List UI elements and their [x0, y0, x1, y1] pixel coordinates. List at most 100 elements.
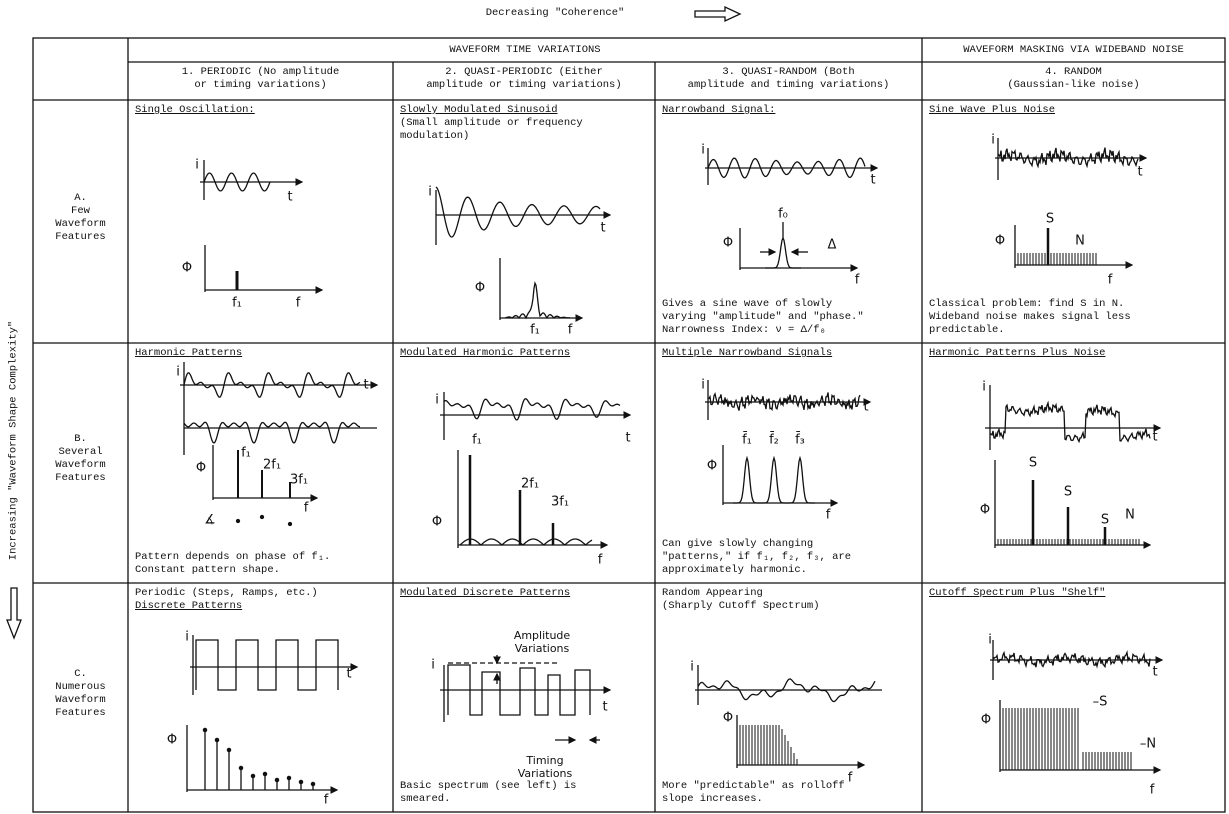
figure-label: S	[1028, 455, 1038, 471]
figure-label: t	[870, 172, 876, 188]
cell-title: Cutoff Spectrum Plus "Shelf"	[929, 587, 1106, 599]
figure-label: Φ	[181, 260, 193, 276]
cell-note-line: Wideband noise makes signal less	[929, 311, 1131, 323]
figure-label: Φ	[980, 712, 992, 728]
sketch	[435, 186, 601, 238]
row-label-line: Few	[71, 204, 90, 217]
figure-label: f	[323, 792, 329, 808]
sketch	[298, 779, 304, 785]
row-label: C. Numerous Waveform Features	[33, 668, 128, 720]
sketch	[259, 514, 265, 520]
cell-title: Single Oscillation:	[135, 104, 255, 116]
sketch	[250, 773, 256, 779]
sketch	[989, 400, 1151, 444]
row-label-line: Several	[58, 446, 103, 458]
column-header: 3. QUASI-RANDOM (Both amplitude and timin…	[655, 66, 922, 92]
figure-label: t	[625, 430, 631, 446]
figure-label: i	[701, 377, 705, 393]
figure-label: f	[825, 507, 831, 523]
sketch	[697, 678, 876, 703]
sketch	[183, 421, 361, 444]
column-header-line: or timing variations)	[194, 79, 327, 91]
cell-note-line: Gives a sine wave of slowly	[662, 298, 833, 310]
cell-note: Can give slowly changing "patterns," if f…	[662, 538, 851, 577]
figure-label: f	[1107, 272, 1113, 288]
figure-label: f̄₃	[795, 432, 805, 448]
figure-label: f̄₂	[769, 432, 779, 448]
sketch	[707, 392, 861, 412]
figure-label: 2f₁	[262, 457, 282, 473]
figure-label: i	[991, 132, 995, 148]
cell-note-line: "patterns," if f₁, f₂, f₃, are	[662, 551, 852, 563]
column-header-line: amplitude and timing variations)	[687, 79, 890, 91]
row-label: A. Few Waveform Features	[33, 192, 128, 244]
sketch	[202, 727, 208, 733]
figure-label: S	[1063, 484, 1073, 500]
sketch	[226, 747, 232, 753]
figure-label: f₀	[778, 206, 788, 222]
figure-label: Φ	[195, 460, 207, 476]
figure-label: Φ	[722, 235, 734, 251]
sketch	[733, 455, 815, 504]
figure-label: t	[1152, 429, 1158, 445]
cell-title: Modulated Harmonic Patterns	[400, 347, 571, 359]
sketch	[707, 157, 866, 179]
cell-note: Gives a sine wave of slowly varying "ampl…	[662, 298, 864, 337]
cell-text: Modulated Harmonic Patterns	[400, 347, 570, 360]
row-label: B. Several Waveform Features	[33, 433, 128, 485]
figure-label: Φ	[166, 732, 178, 748]
figure-label: Φ	[706, 458, 718, 474]
figure-label: 3f₁	[550, 494, 570, 510]
cell-subtitle: (Sharply Cutoff Spectrum)	[662, 600, 820, 612]
figure-label: t	[863, 399, 869, 415]
figure-label: i	[988, 632, 992, 648]
figure-label: t	[287, 189, 293, 205]
sketch	[286, 775, 292, 781]
cell-title: Narrowband Signal:	[662, 104, 776, 116]
row-label-line: A.	[74, 191, 87, 204]
figure-label: i	[176, 364, 180, 380]
sketch	[235, 518, 241, 524]
figure-label: f₁	[241, 445, 251, 461]
row-label-line: Features	[55, 230, 106, 243]
figure-label: t	[600, 220, 606, 236]
sketch	[183, 372, 361, 398]
figure-label: f₁	[472, 432, 482, 448]
row-label-line: Numerous	[55, 680, 106, 693]
sketch	[214, 737, 220, 743]
column-header: 4. RANDOM (Gaussian-like noise)	[922, 66, 1225, 92]
figure-label: f	[597, 552, 603, 568]
cell-text: Periodic (Steps, Ramps, etc.) Discrete Pa…	[135, 587, 318, 613]
sketch	[274, 777, 280, 783]
figure-label: i	[428, 184, 432, 200]
cell-note-line: predictable.	[929, 324, 1005, 336]
cell-note: Pattern depends on phase of f₁. Constant …	[135, 551, 330, 577]
cell-note: More "predictable" as rolloff slope incre…	[662, 780, 845, 806]
sketch	[443, 398, 621, 421]
cell-text: Harmonic Patterns	[135, 347, 242, 360]
sketch	[992, 650, 1151, 669]
column-header-line: 4. RANDOM	[1045, 66, 1102, 78]
figure-label: f₁	[530, 322, 540, 338]
figure-label: Φ	[431, 514, 443, 530]
cell-title: Random Appearing	[662, 587, 763, 599]
figure-label: f	[295, 295, 301, 311]
down-arrow	[6, 587, 22, 640]
cell-text: Slowly Modulated Sinusoid (Small amplitud…	[400, 104, 583, 143]
column-header: 2. QUASI-PERIODIC (Either amplitude or ti…	[393, 66, 655, 92]
figure-label: t	[602, 699, 608, 715]
cell-text: Narrowband Signal:	[662, 104, 775, 117]
figure-label: f	[567, 322, 573, 338]
figure-label: i	[690, 659, 694, 675]
side-label: Increasing "Waveform Shape Complexity"	[7, 320, 20, 561]
sketch	[262, 771, 268, 777]
cell-text: Single Oscillation:	[135, 104, 255, 117]
cell-note-line: Classical problem: find S in N.	[929, 298, 1125, 310]
cell-title: Discrete Patterns	[135, 600, 243, 612]
right-arrow	[694, 5, 742, 23]
group-header: WAVEFORM TIME VARIATIONS	[449, 44, 601, 56]
row-label-line: Waveform	[55, 217, 106, 230]
figure-label: i	[435, 392, 439, 408]
cell-note: Basic spectrum (see left) is smeared.	[400, 780, 576, 806]
